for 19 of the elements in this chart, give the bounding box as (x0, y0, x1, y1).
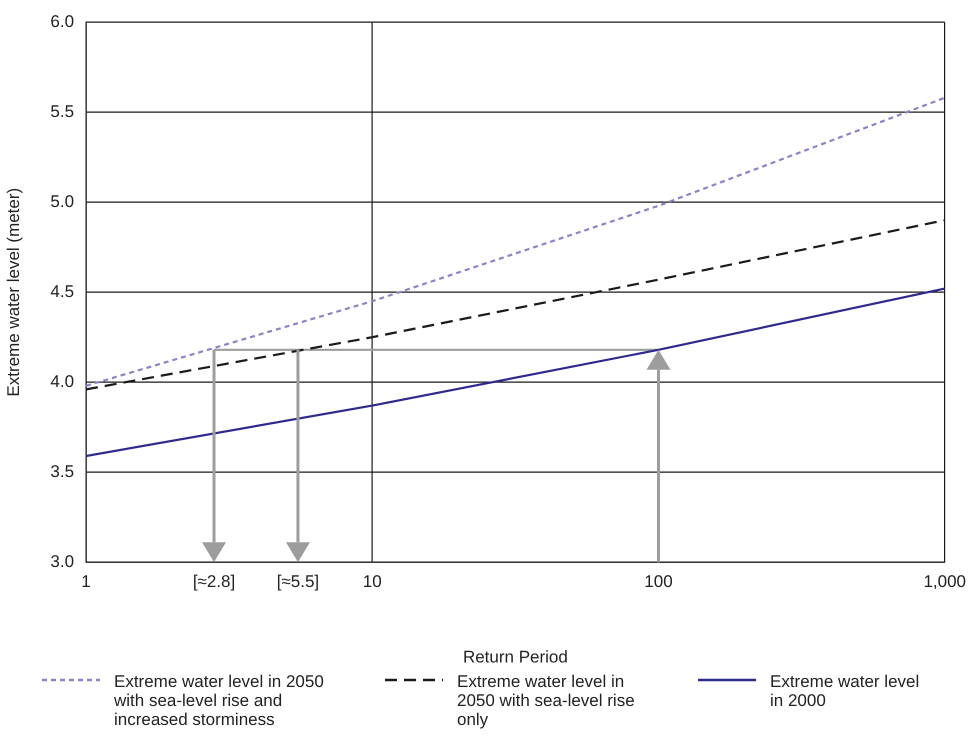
x-tick-label: 10 (362, 572, 382, 592)
x-tick-label: [≈2.8] (192, 572, 236, 592)
y-tick-label: 3.5 (50, 462, 74, 481)
y-tick-label: 5.5 (50, 102, 74, 121)
x-tick-label: 1,000 (923, 572, 966, 592)
y-tick-label: 4.0 (50, 372, 74, 391)
legend-label: Extreme water level in 2050 with sea-level rise and increased storminess (114, 672, 325, 729)
y-axis-title: Extreme water level (meter) (4, 188, 23, 397)
x-tick-label: [≈5.5] (276, 572, 320, 592)
y-tick-label: 5.0 (50, 192, 74, 211)
y-tick-label: 4.5 (50, 282, 74, 301)
line-series (86, 96, 945, 387)
y-tick-label: 3.0 (50, 552, 74, 571)
x-tick-label: 100 (644, 572, 673, 592)
legend-label: Extreme water level in 2050 with sea-level rise only (457, 672, 636, 729)
legend-label: Extreme water level in 2000 (770, 672, 920, 710)
x-axis-title: Return Period (462, 647, 568, 666)
y-tick-label: 6.0 (50, 12, 74, 31)
x-tick-label: 1 (81, 572, 91, 592)
